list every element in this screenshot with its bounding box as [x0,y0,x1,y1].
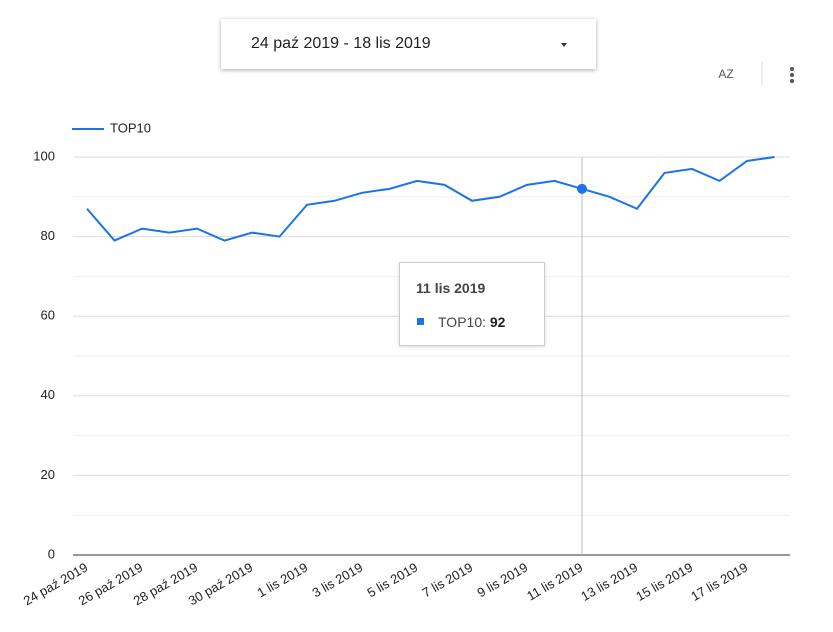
x-tick-label: 11 lis 2019 [524,560,585,604]
y-tick-label: 0 [48,546,55,561]
x-tick-label: 5 lis 2019 [365,560,421,601]
y-tick-label: 40 [41,387,55,402]
legend-label: TOP10 [110,120,151,135]
tooltip-row: TOP10: 92 [438,314,505,330]
more-button[interactable] [790,67,794,83]
tooltip-value: 92 [489,314,506,330]
date-range: 24 paź 2019 - 18 lis 2019 [251,35,431,52]
sort-icon: AZ [718,67,733,81]
tooltip: 11 lis 2019 TOP10: 92 [399,262,545,346]
y-tick-label: 60 [41,308,55,323]
x-tick-label: 1 lis 2019 [255,560,311,601]
y-tick-label: 20 [41,467,55,482]
x-tick-label: 9 lis 2019 [475,560,531,601]
dot [790,73,794,77]
series-line [86,156,775,242]
x-tick-label: 17 lis 2019 [688,560,750,604]
tooltip-label: TOP10: [438,314,486,330]
sort-button[interactable]: AZ [718,67,733,81]
y-tick-label: 100 [33,148,55,163]
tooltip-swatch [417,318,424,325]
caret [561,43,567,47]
hover-point [577,183,587,194]
dot [790,79,794,83]
x-tick-label: 7 lis 2019 [420,560,476,601]
y-tick-label: 80 [41,228,55,243]
x-tick-label: 13 lis 2019 [578,560,640,604]
dot [790,67,794,71]
date-range-dropdown[interactable]: 24 paź 2019 - 18 lis 2019 [221,19,596,69]
x-tick-label: 15 lis 2019 [633,560,695,604]
tooltip-title: 11 lis 2019 [416,280,486,296]
x-tick-label: 3 lis 2019 [310,560,366,601]
